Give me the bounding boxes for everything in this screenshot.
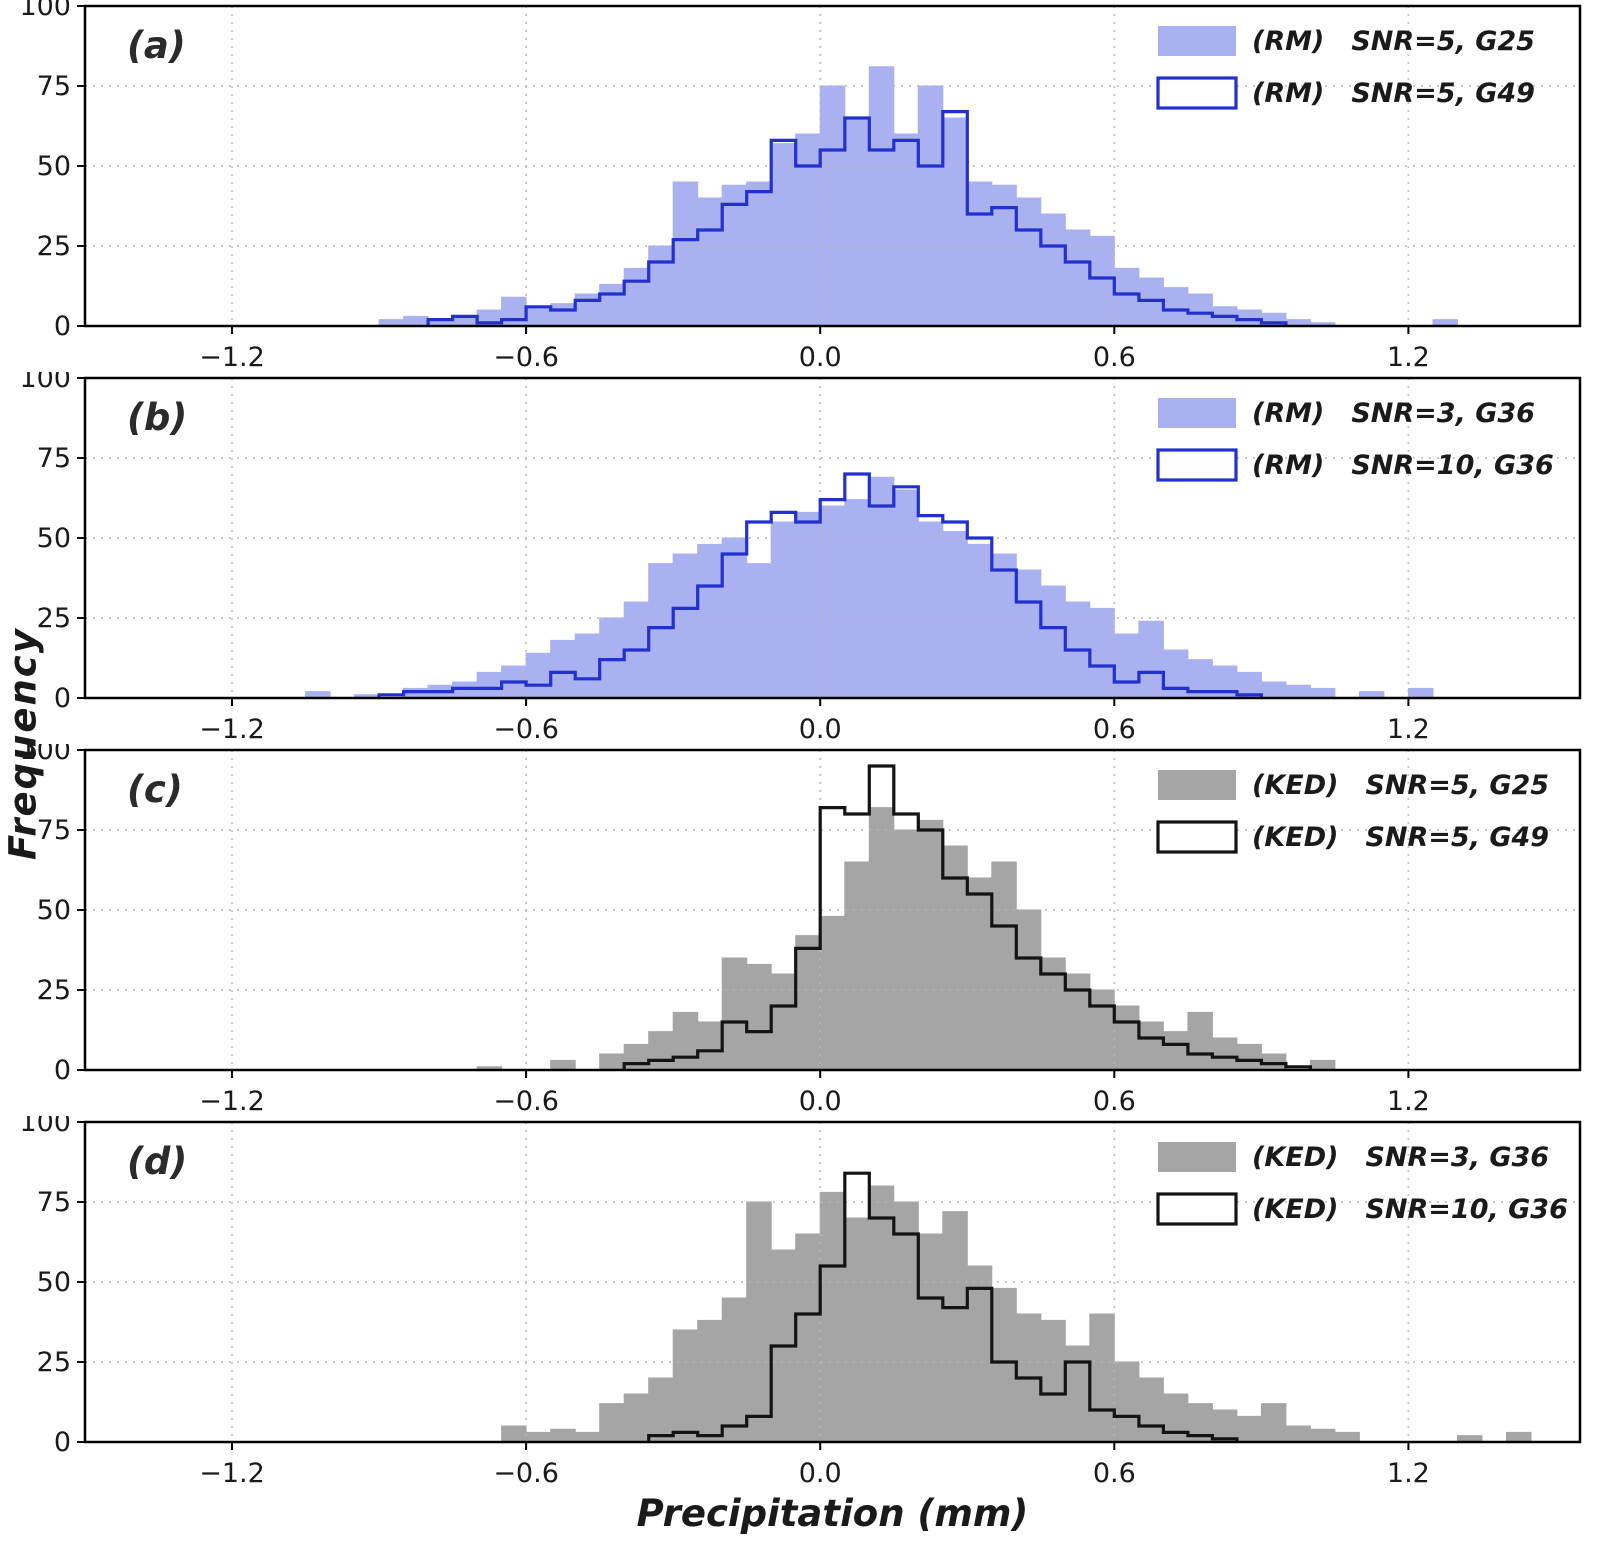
x-tick-label: 0.0 <box>799 714 842 744</box>
y-tick-label: 100 <box>19 0 71 22</box>
legend-label: (RM) SNR=5, G49 <box>1252 78 1535 109</box>
y-tick-label: 75 <box>37 815 71 846</box>
y-tick-label: 100 <box>19 372 71 394</box>
hist-step-series <box>377 472 1263 698</box>
x-tick-label: 1.2 <box>1387 1086 1430 1116</box>
histogram-panel-c: −1.2 −0.6 0.0 0.6 1.2 0 25 50 75 100 (c) (KED) SNR=… <box>19 744 1582 1116</box>
y-tick-label: 25 <box>37 231 71 262</box>
legend-swatch-outline <box>1156 1192 1238 1226</box>
y-tick-label: 75 <box>37 1187 71 1218</box>
legend-label: (KED) SNR=5, G25 <box>1252 770 1549 801</box>
legend-label: (RM) SNR=10, G36 <box>1252 450 1554 481</box>
panel-label: (d) <box>127 1140 187 1183</box>
panel-label: (a) <box>127 24 186 67</box>
y-tick-label: 25 <box>37 1347 71 1378</box>
x-axis-label: Precipitation (mm) <box>636 1492 1029 1535</box>
x-tick-label: 0.6 <box>1093 1086 1136 1116</box>
x-tick-label: 0.0 <box>799 1086 842 1116</box>
x-tick-label: −1.2 <box>199 1458 265 1488</box>
x-tick-label: −0.6 <box>493 714 559 744</box>
x-tick-label: −1.2 <box>199 342 265 372</box>
x-tick-label: −0.6 <box>493 342 559 372</box>
x-tick-label: 0.6 <box>1093 714 1136 744</box>
x-tick-label: 1.2 <box>1387 714 1430 744</box>
x-tick-label: −0.6 <box>493 1086 559 1116</box>
x-tick-label: −1.2 <box>199 1086 265 1116</box>
legend-label: (RM) SNR=5, G25 <box>1252 26 1535 57</box>
legend-swatch-outline <box>1156 448 1238 482</box>
panels-container: −1.2 −0.6 0.0 0.6 1.2 0 25 50 75 100 (a) (RM) SNR=5… <box>19 0 1582 1488</box>
y-tick-label: 0 <box>54 1427 71 1458</box>
x-tick-label: −1.2 <box>199 714 265 744</box>
y-tick-label: 50 <box>37 1267 71 1298</box>
y-tick-label: 25 <box>37 603 71 634</box>
legend-swatch-outline <box>1156 76 1238 110</box>
y-tick-label: 0 <box>54 683 71 714</box>
histogram-panel-b: −1.2 −0.6 0.0 0.6 1.2 0 25 50 75 100 (b) (RM) SNR=3… <box>19 372 1582 744</box>
legend-swatch-filled <box>1158 26 1236 56</box>
y-tick-label: 75 <box>37 71 71 102</box>
y-tick-label: 50 <box>37 523 71 554</box>
hist-step-series <box>647 1171 1239 1442</box>
y-tick-label: 50 <box>37 895 71 926</box>
legend-label: (RM) SNR=3, G36 <box>1252 398 1535 429</box>
y-tick-label: 50 <box>37 151 71 182</box>
legend-swatch-filled <box>1158 770 1236 800</box>
x-tick-label: 0.0 <box>799 342 842 372</box>
y-tick-label: 0 <box>54 1055 71 1086</box>
hist-step-series <box>426 110 1288 326</box>
y-tick-label: 0 <box>54 311 71 342</box>
panel-label: (b) <box>127 396 187 439</box>
legend-label: (KED) SNR=10, G36 <box>1252 1194 1568 1225</box>
y-tick-label: 100 <box>19 1116 71 1138</box>
legend-swatch-filled <box>1158 398 1236 428</box>
x-tick-label: −0.6 <box>493 1458 559 1488</box>
x-tick-label: 0.6 <box>1093 342 1136 372</box>
hist-filled-series <box>501 1185 1532 1443</box>
y-tick-label: 25 <box>37 975 71 1006</box>
histogram-panel-a: −1.2 −0.6 0.0 0.6 1.2 0 25 50 75 100 (a) (RM) SNR=5… <box>19 0 1582 372</box>
panel-label: (c) <box>127 768 183 811</box>
x-tick-label: 1.2 <box>1387 342 1430 372</box>
legend-label: (KED) SNR=5, G49 <box>1252 822 1549 853</box>
x-tick-label: 0.0 <box>799 1458 842 1488</box>
legend-label: (KED) SNR=3, G36 <box>1252 1142 1549 1173</box>
legend-swatch-outline <box>1156 820 1238 854</box>
x-tick-label: 1.2 <box>1387 1458 1430 1488</box>
hist-step-series <box>622 764 1312 1070</box>
x-tick-label: 0.6 <box>1093 1458 1136 1488</box>
y-tick-label: 100 <box>19 744 71 766</box>
y-tick-label: 75 <box>37 443 71 474</box>
legend-swatch-filled <box>1158 1142 1236 1172</box>
histogram-panel-d: −1.2 −0.6 0.0 0.6 1.2 0 25 50 75 100 (d) (KED) SNR=… <box>19 1116 1582 1488</box>
